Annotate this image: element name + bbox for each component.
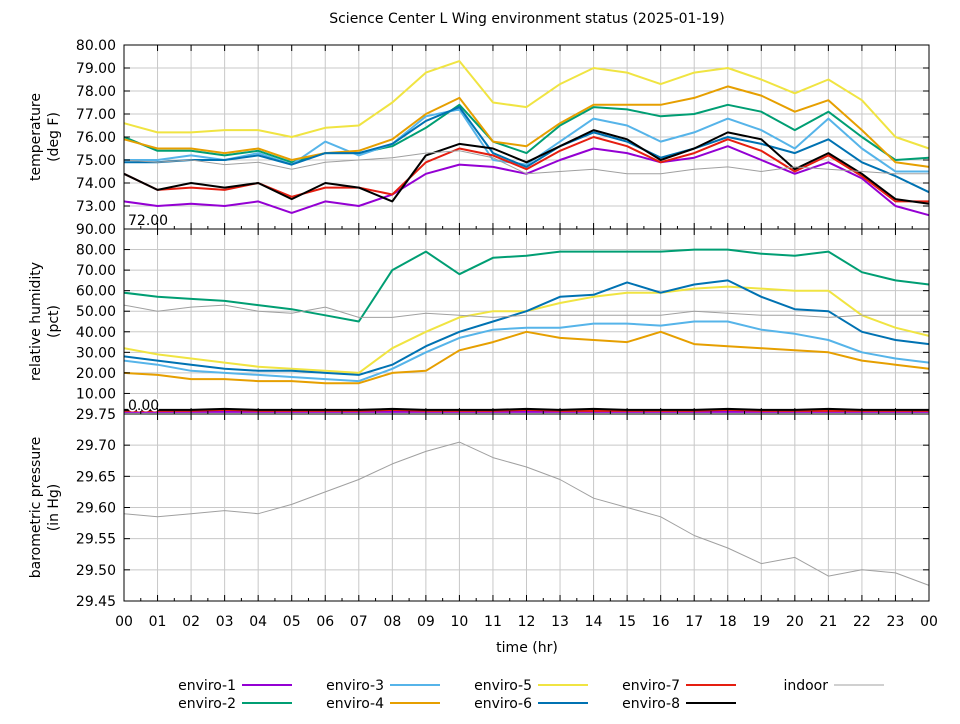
series-line-enviro-6-panel-1 <box>124 106 930 194</box>
x-tick-label: 23 <box>887 614 905 630</box>
x-tick-label: 03 <box>216 614 234 630</box>
series-line-enviro-2-panel-2 <box>123 248 930 323</box>
y-tick-label: 29.60 <box>76 501 116 517</box>
series-line-enviro-5-panel-1 <box>123 60 930 150</box>
y-tick-label: 29.65 <box>76 469 116 485</box>
series-line-enviro-3-panel-1 <box>124 108 929 173</box>
x-tick-label: 15 <box>618 614 636 630</box>
series-line-indoor-panel-1 <box>123 150 929 175</box>
legend-label-enviro-4: enviro-4 <box>326 696 384 712</box>
y-axis-label-line: barometric pressure <box>28 437 44 578</box>
y-axis-label-line: (deg F) <box>46 112 62 162</box>
x-tick-label: 05 <box>283 614 301 630</box>
y-tick-label: 75.00 <box>76 153 116 169</box>
x-tick-label: 16 <box>652 614 670 630</box>
y-tick-label: 77.00 <box>76 107 116 123</box>
y-tick-label-bottom: 0.00 <box>128 398 159 414</box>
legend-label-enviro-6: enviro-6 <box>474 696 532 712</box>
series-line-enviro-4-panel-2 <box>123 330 930 385</box>
x-tick-label: 07 <box>350 614 368 630</box>
legend-label-enviro-8: enviro-8 <box>622 696 680 712</box>
legend-label-enviro-3: enviro-3 <box>326 678 384 694</box>
y-axis-label-line: temperature <box>28 93 44 181</box>
y-tick-label: 29.75 <box>76 407 116 423</box>
y-axis-label: relative humidity (pct) <box>28 262 62 381</box>
x-tick-label: 14 <box>585 614 603 630</box>
y-tick-label-bottom: 72.00 <box>128 213 168 229</box>
x-axis-label: time (hr) <box>496 640 558 656</box>
legend-label-enviro-7: enviro-7 <box>622 678 680 694</box>
y-tick-label: 29.50 <box>76 563 116 579</box>
x-tick-label: 08 <box>383 614 401 630</box>
legend-label-enviro-1: enviro-1 <box>178 678 236 694</box>
x-tick-label: 10 <box>451 614 469 630</box>
y-tick-label: 30.00 <box>76 345 116 361</box>
y-axis-label: temperature (deg F) <box>28 93 62 181</box>
x-tick-label: 19 <box>752 614 770 630</box>
series-line-indoor-panel-2 <box>123 304 929 318</box>
x-tick-label: 09 <box>417 614 435 630</box>
x-tick-label: 00 <box>115 614 133 630</box>
x-tick-label: 13 <box>551 614 569 630</box>
x-tick-label: 22 <box>853 614 871 630</box>
y-tick-label: 76.00 <box>76 130 116 146</box>
x-tick-label: 00 <box>920 614 938 630</box>
y-axis-label-line: relative humidity <box>28 262 44 381</box>
legend: enviro-1 enviro-2 enviro-3 enviro-4 enviro-5… <box>178 678 884 712</box>
series-line-enviro-3-panel-2 <box>123 320 930 383</box>
legend-label-enviro-5: enviro-5 <box>474 678 532 694</box>
y-axis-label: barometric pressure (in Hg) <box>28 437 62 578</box>
x-tick-label: 04 <box>249 614 267 630</box>
legend-label-indoor: indoor <box>783 678 828 694</box>
y-tick-label: 29.55 <box>76 532 116 548</box>
y-tick-label: 50.00 <box>76 304 116 320</box>
x-tick-label: 11 <box>484 614 502 630</box>
series-line-enviro-2-panel-1 <box>123 103 930 164</box>
y-axis-label-line: (pct) <box>46 305 62 338</box>
y-axis-label-line: (in Hg) <box>46 484 62 532</box>
y-tick-label: 80.00 <box>76 243 116 259</box>
series-line-indoor-panel-3 <box>123 441 930 586</box>
x-tick-label: 18 <box>719 614 737 630</box>
x-tick-label: 17 <box>685 614 703 630</box>
y-tick-label: 79.00 <box>76 61 116 77</box>
x-tick-label: 21 <box>819 614 837 630</box>
y-tick-label: 80.00 <box>76 38 116 54</box>
x-tick-label: 12 <box>518 614 536 630</box>
legend-label-enviro-2: enviro-2 <box>178 696 236 712</box>
x-tick-label: 20 <box>786 614 804 630</box>
series-line-enviro-8-panel-1 <box>123 129 930 205</box>
y-tick-label: 70.00 <box>76 263 116 279</box>
y-tick-label: 10.00 <box>76 386 116 402</box>
y-tick-label: 73.00 <box>76 199 116 215</box>
y-tick-label: 29.45 <box>76 594 116 610</box>
x-tick-label: 01 <box>149 614 167 630</box>
chart-title: Science Center L Wing environment status… <box>329 11 725 27</box>
y-tick-label: 40.00 <box>76 325 116 341</box>
y-tick-label: 78.00 <box>76 84 116 100</box>
y-tick-label: 20.00 <box>76 366 116 382</box>
y-tick-label: 90.00 <box>76 222 116 238</box>
series-line-enviro-6-panel-2 <box>123 279 930 376</box>
x-tick-label: 06 <box>316 614 334 630</box>
y-tick-label: 74.00 <box>76 176 116 192</box>
y-tick-label: 29.70 <box>76 438 116 454</box>
y-tick-label: 60.00 <box>76 284 116 300</box>
series-line-enviro-4-panel-1 <box>123 85 930 168</box>
x-tick-label: 02 <box>182 614 200 630</box>
